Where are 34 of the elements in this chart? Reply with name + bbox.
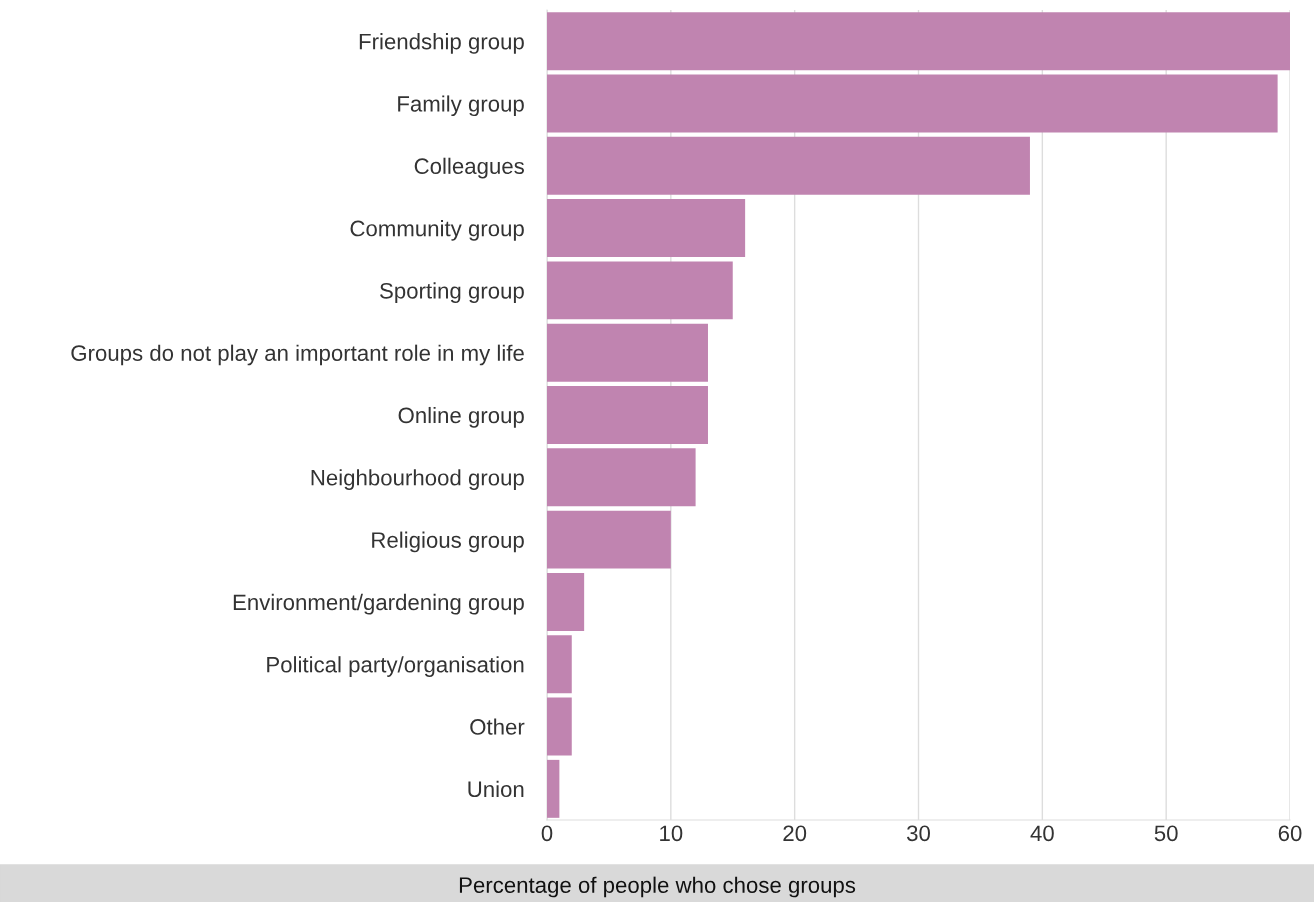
x-tick-label: 30 bbox=[906, 825, 930, 842]
y-tick-label: Union bbox=[468, 780, 524, 798]
bar bbox=[547, 697, 572, 756]
y-tick-label: Political party/organisation bbox=[267, 656, 524, 677]
x-tick-label: 50 bbox=[1154, 825, 1178, 842]
bar bbox=[547, 572, 585, 631]
y-tick-label: Other bbox=[470, 718, 525, 735]
bar bbox=[547, 261, 733, 320]
y-tick-label: Sporting group bbox=[380, 282, 524, 304]
x-tick-label: 40 bbox=[1030, 825, 1054, 842]
bar bbox=[547, 510, 671, 569]
bar bbox=[547, 199, 746, 258]
y-tick-label: Friendship group bbox=[359, 33, 524, 54]
y-tick-label: Family group bbox=[398, 95, 524, 117]
bar bbox=[547, 759, 560, 818]
y-tick-label: Environment/gardening group bbox=[233, 593, 524, 615]
y-tick-label: Groups do not play an important role in my life bbox=[71, 344, 524, 366]
y-tick-label: Community group bbox=[350, 220, 524, 241]
bar bbox=[547, 323, 708, 382]
bar bbox=[547, 635, 572, 694]
x-tick-label: 60 bbox=[1278, 825, 1302, 842]
bar bbox=[547, 386, 708, 444]
x-tick-label: 10 bbox=[660, 825, 683, 842]
y-tick-label: Colleagues bbox=[414, 157, 524, 179]
y-tick-label: Religious group bbox=[372, 531, 524, 553]
bar bbox=[547, 136, 1030, 195]
y-tick-label: Online group bbox=[398, 406, 524, 428]
y-tick-label: Neighbourhood group bbox=[311, 469, 524, 490]
bar bbox=[547, 12, 1290, 71]
bar bbox=[547, 74, 1278, 133]
x-tick-label: 20 bbox=[783, 825, 807, 842]
x-axis-title: Percentage of people who chose groups bbox=[459, 876, 856, 898]
bar bbox=[547, 448, 696, 507]
x-tick-label: 0 bbox=[541, 825, 553, 842]
